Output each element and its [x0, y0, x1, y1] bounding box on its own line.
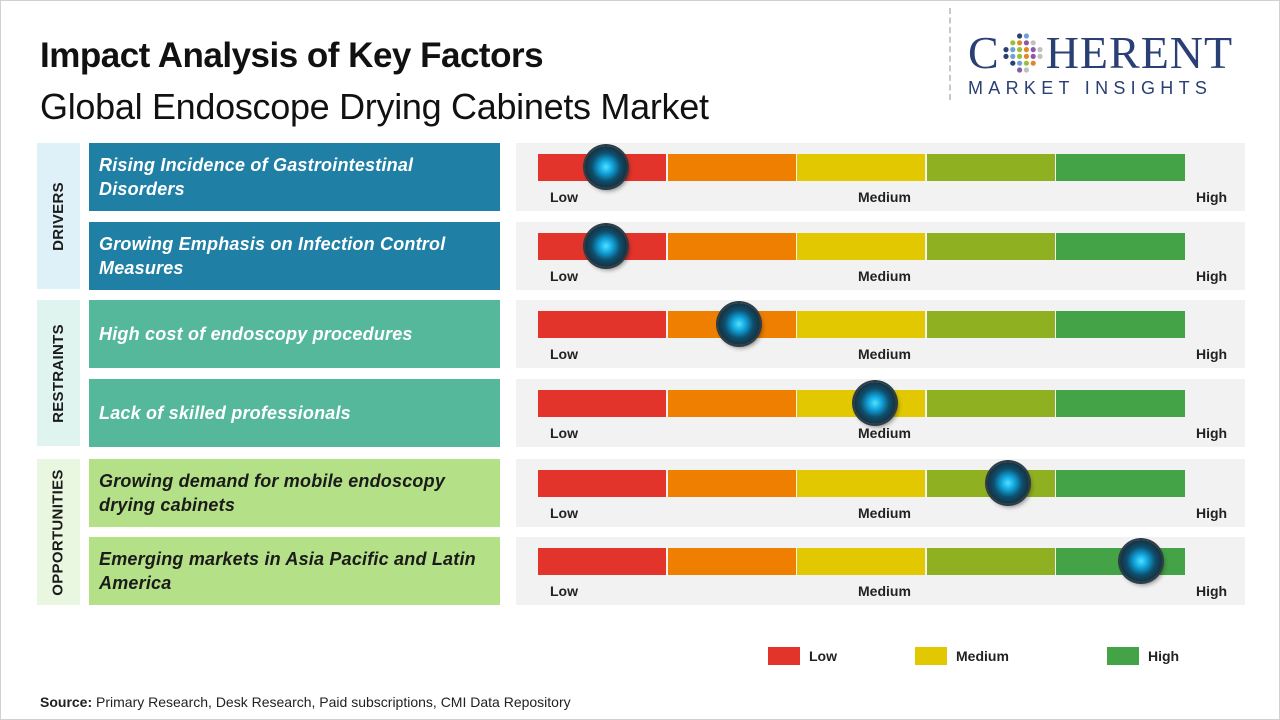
impact-segment [797, 311, 926, 338]
scale-label-high: High [1196, 583, 1228, 599]
legend-swatch-high [1107, 647, 1139, 665]
company-logo: C HERENT MARKET INSIGHTS [968, 30, 1260, 99]
scale-label-medium: Medium [858, 505, 911, 521]
legend-label-high: High [1148, 648, 1180, 664]
impact-segment [797, 154, 926, 181]
scale-label-low: Low [550, 268, 578, 284]
impact-scale-panel: Low Medium High [516, 143, 1245, 211]
impact-indicator-knob [1119, 540, 1162, 582]
impact-scale-panel: Low Medium High [516, 537, 1245, 605]
impact-segment [1056, 154, 1185, 181]
category-label: OPPORTUNITIES [50, 468, 68, 596]
legend-swatch-low [768, 647, 800, 665]
impact-segment [1056, 311, 1185, 338]
category-label: RESTRAINTS [50, 323, 67, 423]
impact-segment [926, 390, 1056, 417]
source-text: Primary Research, Desk Research, Paid su… [92, 694, 571, 710]
logo-wordmark: HERENT [1045, 27, 1234, 78]
source-prefix: Source: [40, 694, 93, 710]
factor-label: Lack of skilled professionals [89, 379, 500, 447]
impact-segment [797, 548, 926, 575]
factor-label: Growing demand for mobile endoscopy dryi… [89, 459, 500, 527]
scale-label-medium: Medium [858, 346, 911, 362]
impact-indicator-knob [986, 462, 1029, 504]
impact-segment [797, 233, 926, 260]
impact-segment [1056, 233, 1185, 260]
logo-letter-c: C [968, 27, 1000, 78]
impact-indicator-knob [585, 225, 628, 267]
scale-label-medium: Medium [858, 425, 911, 441]
impact-segment [926, 311, 1056, 338]
source-note: Source: Primary Research, Desk Research,… [40, 694, 571, 710]
category-label: DRIVERS [50, 181, 67, 251]
impact-segment [667, 470, 796, 497]
impact-indicator-knob [585, 146, 628, 188]
impact-segment [1056, 470, 1185, 497]
legend-swatch-medium [915, 647, 947, 665]
chart-subtitle: Global Endoscope Drying Cabinets Market [40, 86, 709, 127]
impact-segment [667, 154, 796, 181]
impact-segment [538, 548, 667, 575]
impact-segment [667, 390, 796, 417]
logo-dot-globe-icon [1003, 33, 1043, 73]
category-restraints: RESTRAINTS [37, 300, 80, 446]
impact-scale-panel: Low Medium High [516, 300, 1245, 368]
impact-segment [667, 233, 796, 260]
scale-label-medium: Medium [858, 583, 911, 599]
impact-segment [538, 390, 667, 417]
scale-label-medium: Medium [858, 268, 911, 284]
impact-segment [538, 311, 667, 338]
impact-segment [797, 470, 926, 497]
impact-scale-panel: Low Medium High [516, 459, 1245, 527]
category-drivers: DRIVERS [37, 143, 80, 289]
logo-tagline: MARKET INSIGHTS [968, 78, 1213, 98]
scale-label-low: Low [550, 189, 578, 205]
factor-label: Emerging markets in Asia Pacific and Lat… [89, 537, 500, 605]
impact-scale-panel: Low Medium High [516, 379, 1245, 447]
scale-label-low: Low [550, 505, 578, 521]
legend-label-low: Low [809, 648, 837, 664]
impact-segment [926, 154, 1056, 181]
scale-label-high: High [1196, 346, 1228, 362]
category-opportunities: OPPORTUNITIES [37, 459, 80, 605]
impact-segment [667, 548, 796, 575]
impact-segment [926, 233, 1056, 260]
scale-label-high: High [1196, 189, 1228, 205]
impact-indicator-knob [853, 382, 896, 424]
factor-label: Growing Emphasis on Infection Control Me… [89, 222, 500, 290]
header-divider [949, 8, 951, 100]
chart-title: Impact Analysis of Key Factors [40, 36, 544, 75]
impact-scale-panel: Low Medium High [516, 222, 1245, 290]
scale-label-low: Low [550, 346, 578, 362]
legend-label-medium: Medium [956, 648, 1009, 664]
scale-label-medium: Medium [858, 189, 911, 205]
factor-label: High cost of endoscopy procedures [89, 300, 500, 368]
scale-label-low: Low [550, 583, 578, 599]
impact-segment [538, 470, 667, 497]
impact-indicator-knob [717, 303, 760, 345]
factor-label: Rising Incidence of Gastrointestinal Dis… [89, 143, 500, 211]
scale-label-high: High [1196, 505, 1228, 521]
scale-label-high: High [1196, 425, 1228, 441]
scale-label-high: High [1196, 268, 1228, 284]
scale-label-low: Low [550, 425, 578, 441]
impact-segment [1056, 390, 1185, 417]
impact-segment [926, 548, 1056, 575]
